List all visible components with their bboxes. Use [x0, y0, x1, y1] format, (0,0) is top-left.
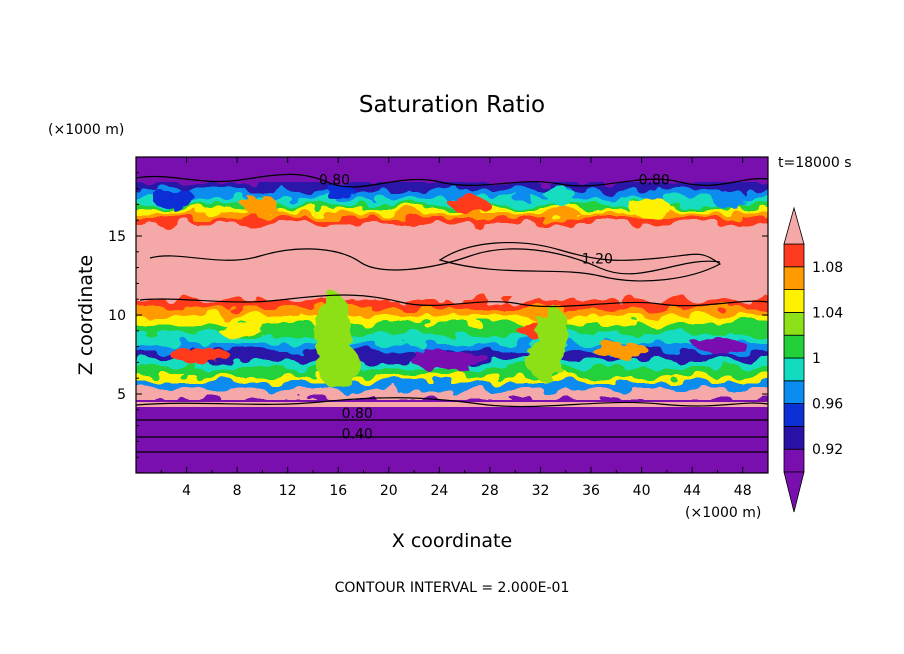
colorbar-tick-label: 0.96 [812, 397, 843, 413]
contour-line [438, 241, 722, 282]
heatmap-field: 0.80 0.80 1.20 0.80 0.40 [136, 157, 768, 473]
colorbar-swatch [783, 289, 805, 313]
x-tick-label: 32 [532, 483, 550, 499]
contour-line [136, 397, 768, 408]
x-tick-label: 36 [582, 483, 600, 499]
colorbar-swatch [783, 448, 805, 473]
y-tick-label: 5 [117, 387, 126, 403]
colorbar-tick-label: 1.08 [812, 260, 843, 276]
contour-line [136, 173, 768, 188]
x-tick-label: 8 [233, 483, 242, 499]
contour-label: 1.20 [582, 251, 613, 267]
x-tick-label: 16 [329, 483, 347, 499]
colorbar-swatch [783, 403, 805, 427]
y-tick-label: 10 [108, 308, 126, 324]
x-tick-label: 40 [633, 483, 651, 499]
colorbar-swatch [783, 425, 805, 450]
x-axis-label: X coordinate [392, 530, 512, 552]
colorbar-under-arrow [783, 471, 805, 513]
x-tick-label: 48 [734, 483, 752, 499]
colorbar-tick-label: 0.92 [812, 442, 843, 458]
x-axis: 4 8 12 16 20 24 28 32 36 40 44 48 [160, 157, 752, 499]
contour-label: 0.80 [639, 172, 670, 188]
colorbar-swatch [783, 357, 805, 382]
contour-label: 0.80 [342, 406, 373, 422]
colorbar-swatch [783, 266, 805, 290]
contour-line [149, 248, 721, 275]
y-axis-label: Z coordinate [75, 255, 97, 375]
x-tick-label: 12 [279, 483, 297, 499]
colorbar-swatch [783, 243, 805, 268]
colorbar-tick-label: 1 [812, 351, 821, 367]
y-unit-label: (×1000 m) [48, 122, 124, 138]
colorbar-swatch [783, 380, 805, 404]
colorbar-swatch [783, 334, 805, 359]
contour-label: 0.80 [319, 172, 350, 188]
contour-label: 0.40 [342, 427, 373, 443]
x-tick-label: 28 [481, 483, 499, 499]
x-tick-label: 44 [683, 483, 701, 499]
colorbar: 0.92 0.96 1 1.04 1.08 [783, 206, 843, 513]
colorbar-over-arrow [783, 206, 805, 245]
x-unit-label: (×1000 m) [685, 505, 761, 521]
chart-title: Saturation Ratio [359, 92, 545, 118]
x-tick-label: 24 [430, 483, 448, 499]
colorbar-tick-label: 1.04 [812, 305, 843, 321]
contour-line [139, 294, 768, 308]
x-tick-label: 4 [182, 483, 191, 499]
y-tick-label: 15 [108, 229, 126, 245]
y-axis: 5 10 15 [108, 172, 768, 458]
contour-interval-footer: CONTOUR INTERVAL = 2.000E-01 [335, 580, 570, 596]
colorbar-swatch [783, 311, 805, 336]
time-label: t=18000 s [778, 155, 852, 171]
x-tick-label: 20 [380, 483, 398, 499]
